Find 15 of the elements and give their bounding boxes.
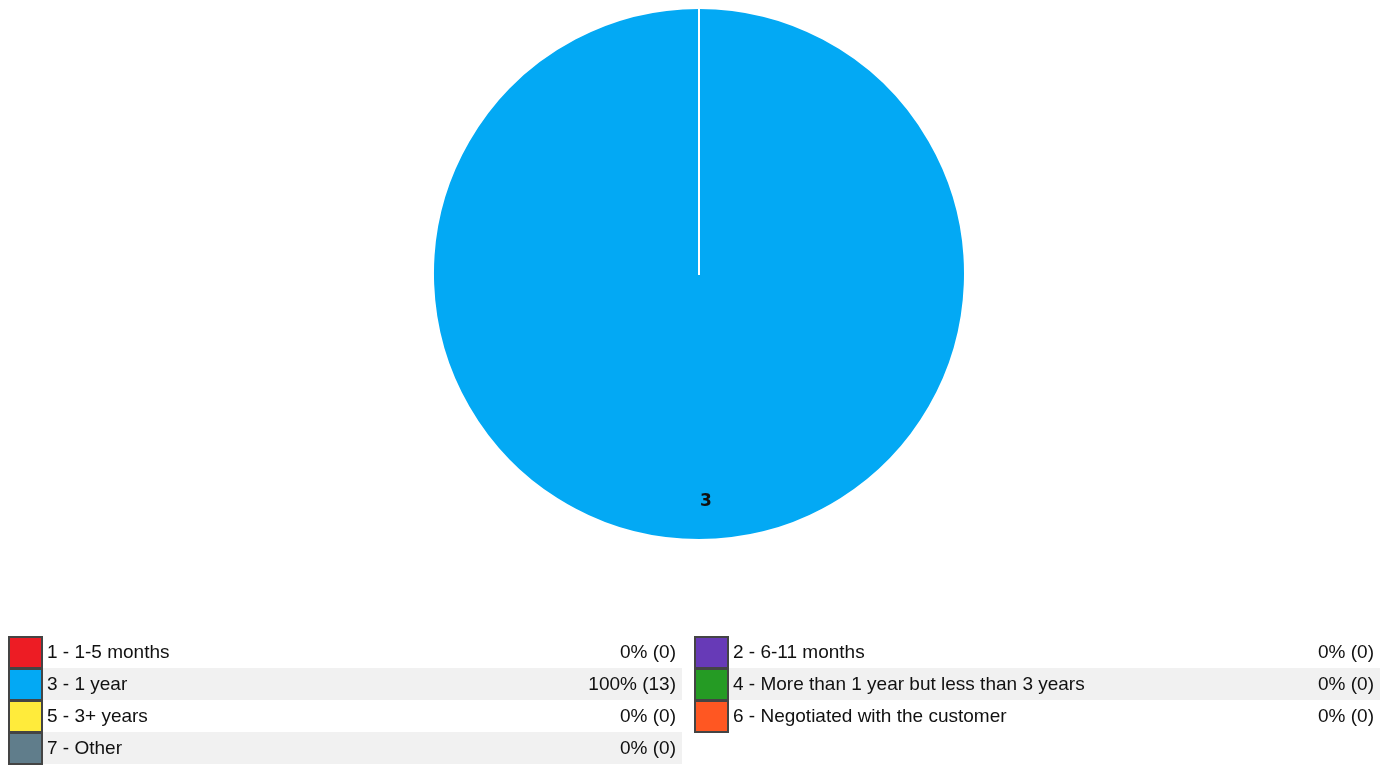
- legend-label: 3 - 1 year: [47, 673, 129, 695]
- legend-label: 7 - Other: [47, 737, 123, 759]
- legend-label: 6 - Negotiated with the customer: [733, 705, 1008, 727]
- text: 0% (0): [620, 737, 676, 758]
- text: 0% (0): [1318, 705, 1374, 726]
- text: 3: [700, 490, 712, 510]
- legend-label: 5 - 3+ years: [47, 705, 149, 727]
- data-label: 100% (13): [588, 673, 676, 695]
- text: 0% (0): [1318, 641, 1374, 662]
- legend-label: 4 - More than 1 year but less than 3 years: [733, 673, 1086, 695]
- text: 0% (0): [620, 641, 676, 662]
- text: 0% (0): [1318, 673, 1374, 694]
- text: 0% (0): [620, 705, 676, 726]
- legend-label: 1 - 1-5 months: [47, 641, 171, 663]
- legend-label: 2 - 6-11 months: [733, 641, 866, 663]
